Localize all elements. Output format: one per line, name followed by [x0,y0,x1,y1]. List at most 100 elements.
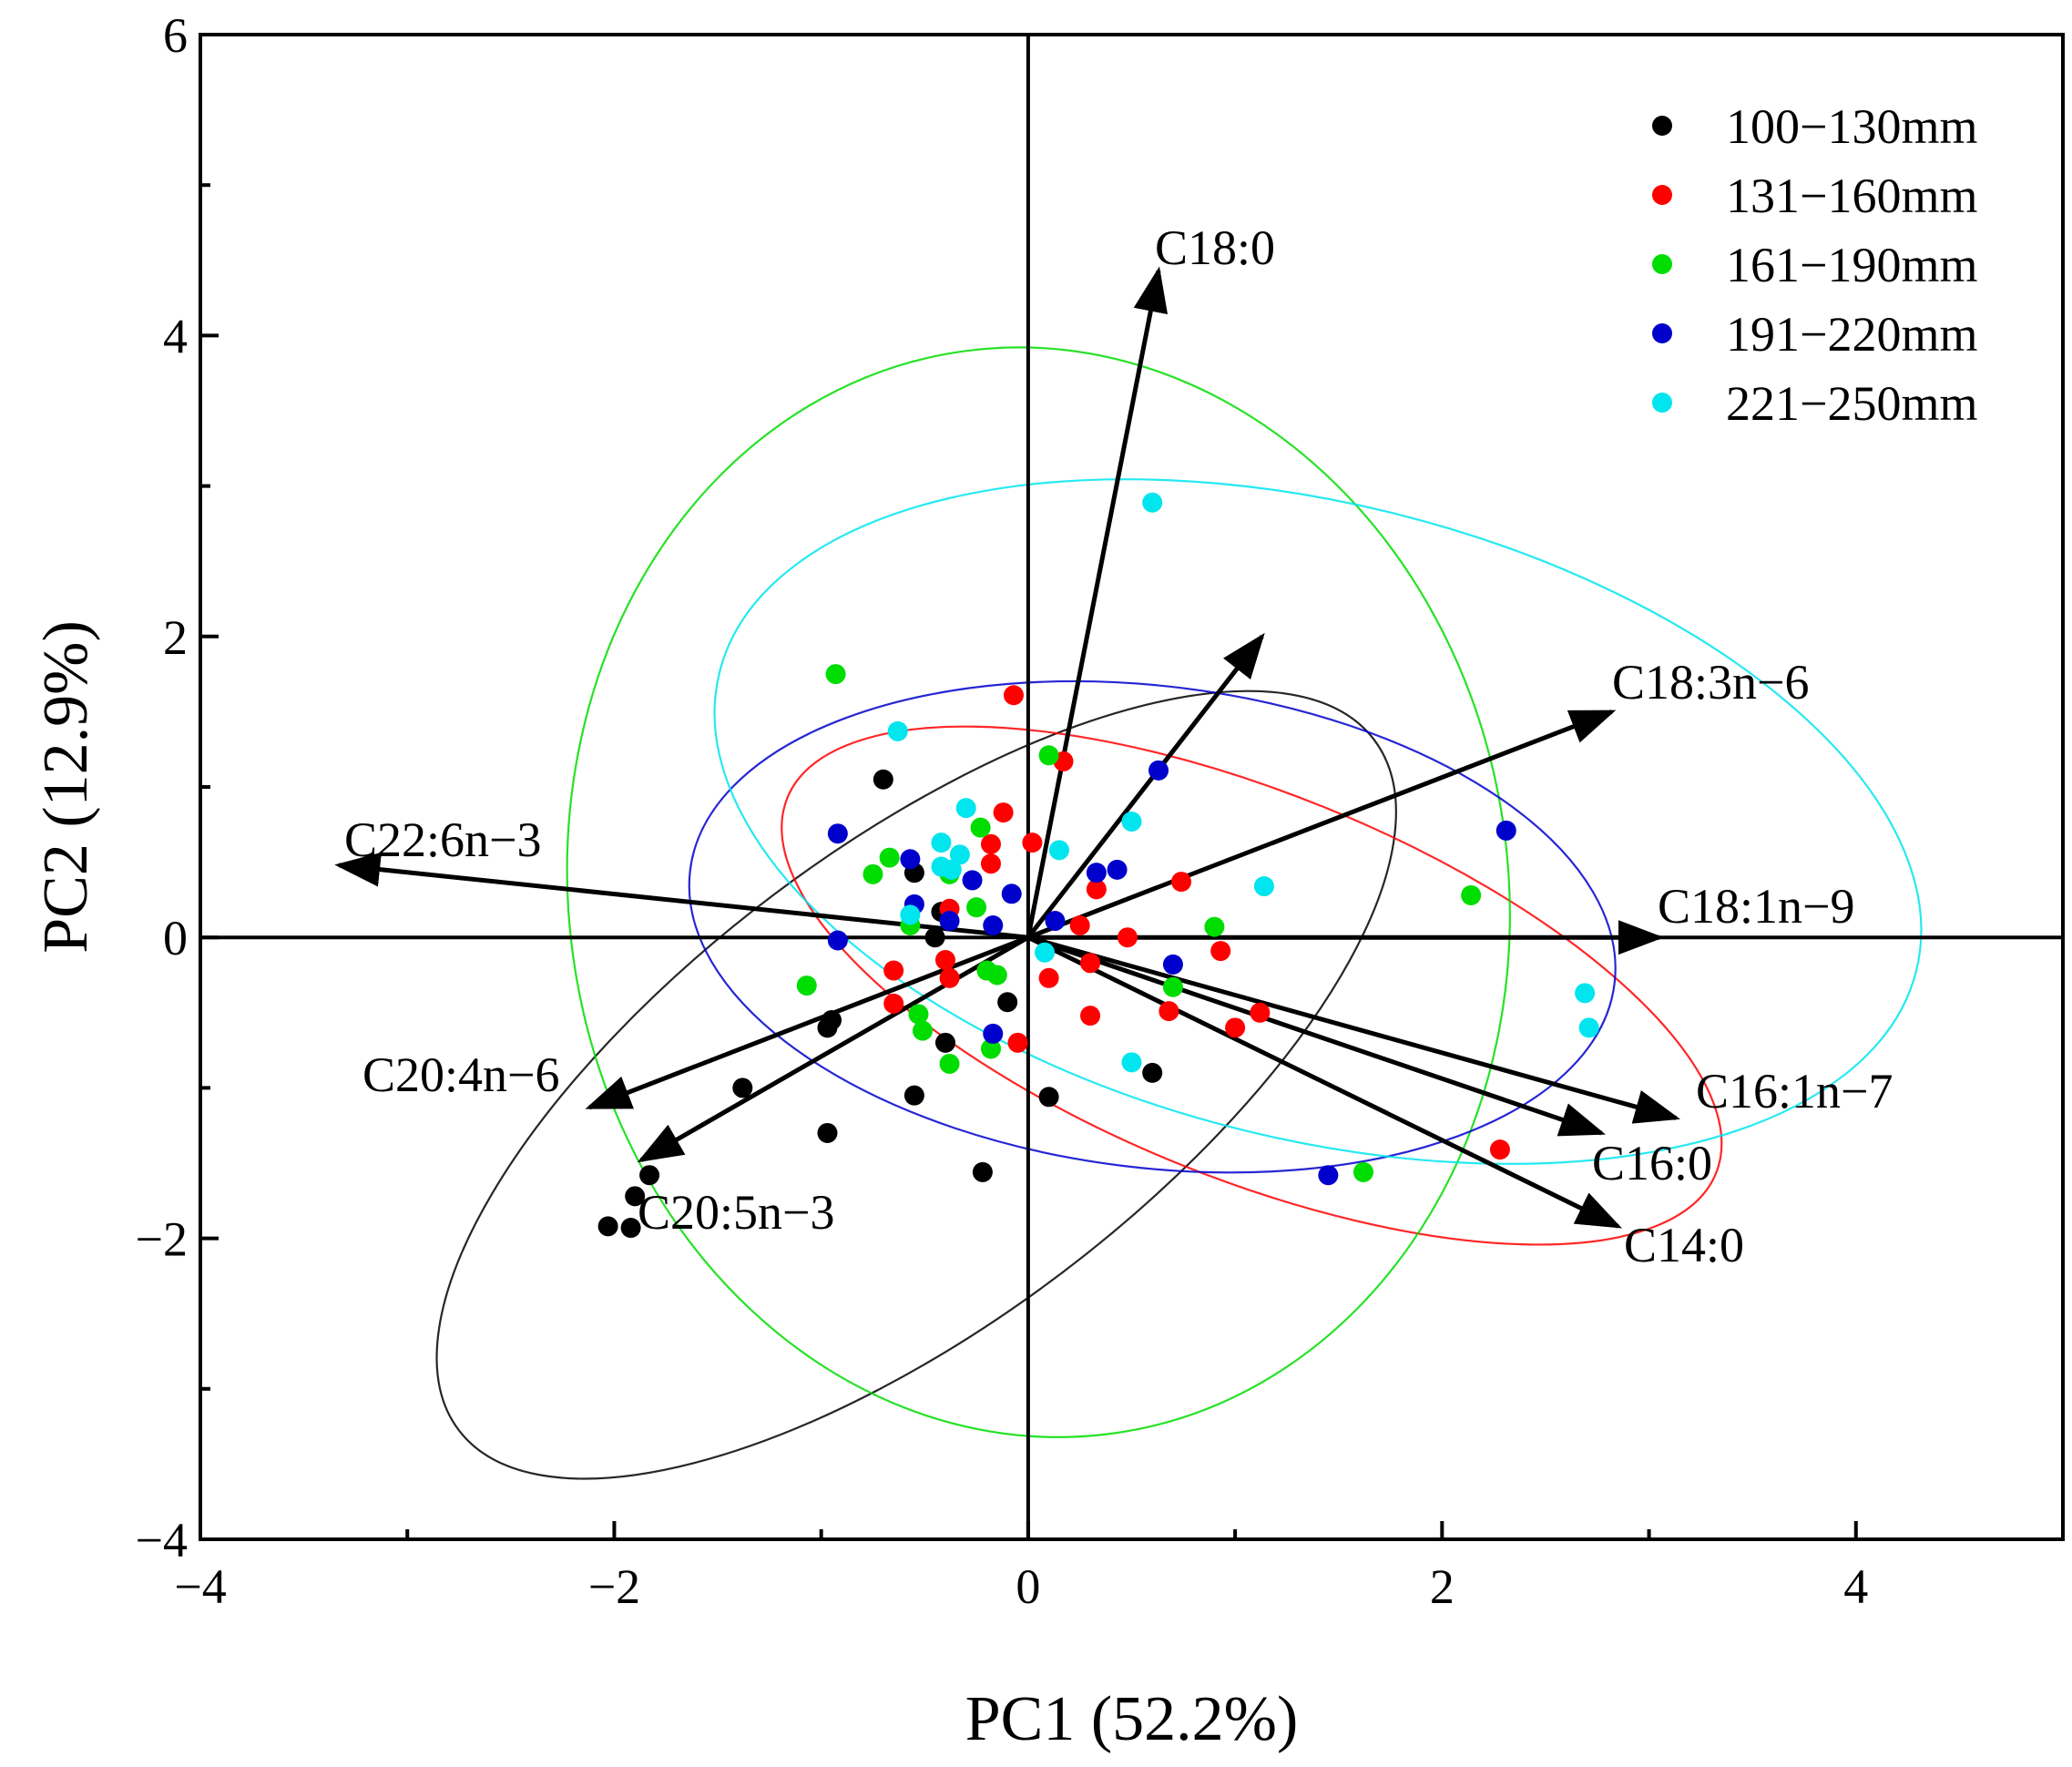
y-tick-label: −2 [136,1212,188,1267]
point-100-130mm [1038,1087,1059,1108]
point-161-190mm [1038,745,1059,766]
loading-label: C18:1n−9 [1658,879,1854,934]
loading-arrow-c20-5n-3 [637,935,1030,1163]
point-100-130mm [620,1218,641,1239]
legend-marker-191-220mm [1652,323,1672,343]
point-131-160mm [939,967,960,988]
loading-label: C20:4n−6 [362,1047,559,1102]
point-191-220mm [1162,954,1183,975]
point-131-160mm [980,833,1001,854]
point-191-220mm [983,914,1004,935]
loading-arrow-c22-6n-3 [334,852,1029,940]
y-tick-label: −4 [136,1513,188,1568]
point-191-220mm [1318,1165,1339,1186]
point-191-220mm [1495,820,1516,841]
loading-label: C22:6n−3 [344,812,541,867]
y-tick-label: 4 [163,309,188,363]
point-131-160mm [1080,1006,1101,1026]
point-221-250mm [900,904,921,925]
legend-label-221-250mm: 221−250mm [1726,376,1977,431]
x-tick-label: −4 [174,1559,226,1614]
loading-label: C16:0 [1592,1136,1712,1190]
y-tick-label: 6 [163,8,188,63]
point-191-220mm [983,1023,1004,1044]
point-100-130mm [732,1078,753,1098]
point-161-190mm [970,817,991,838]
ellipse-100-130mm [435,689,1397,1480]
point-161-190mm [966,897,987,918]
point-161-190mm [986,965,1007,986]
loading-label: C20:5n−3 [638,1185,834,1240]
x-tick-label: 0 [1016,1559,1040,1614]
ellipse-131-160mm [781,725,1723,1246]
point-221-250mm [1142,492,1163,513]
point-191-220mm [827,930,848,951]
point-161-190mm [862,863,883,884]
point-100-130mm [1142,1062,1163,1083]
point-161-190mm [825,664,846,685]
loading-arrow-c14-0 [1026,935,1622,1229]
point-131-160mm [1171,872,1192,893]
loading-label: C18:3n−6 [1612,655,1809,710]
loading-arrow-c16-0 [1027,935,1607,1137]
legend-label-100-130mm: 100−130mm [1726,99,1977,154]
point-131-160mm [1489,1139,1510,1160]
x-axis-title: PC1 (52.2%) [965,1684,1299,1754]
point-191-220mm [1148,760,1169,781]
loading-arrow-c20-4n-6 [585,935,1029,1110]
point-161-190mm [1352,1161,1373,1182]
point-221-250mm [887,720,908,741]
point-161-190mm [908,1004,929,1025]
point-100-130mm [639,1165,660,1186]
point-131-160mm [1038,967,1059,988]
point-100-130mm [972,1161,993,1182]
point-100-130mm [817,1122,838,1143]
x-tick-label: −2 [588,1559,640,1614]
point-100-130mm [903,1085,924,1106]
point-221-250mm [955,798,976,819]
point-161-190mm [1461,884,1482,905]
point-100-130mm [935,1032,955,1053]
point-131-160mm [883,993,904,1014]
point-131-160mm [1210,941,1231,962]
point-191-220mm [827,823,848,844]
legend-marker-100-130mm [1652,116,1672,136]
point-161-190mm [796,975,817,996]
point-161-190mm [1162,976,1183,997]
y-tick-label: 0 [163,911,188,965]
point-131-160mm [1003,685,1024,706]
point-161-190mm [980,1038,1001,1059]
loading-label: C16:1n−7 [1696,1064,1893,1118]
x-tick-label: 2 [1430,1559,1454,1614]
loading-label: C18:0 [1155,220,1275,275]
legend-marker-131-160mm [1652,185,1672,205]
legend-label-161-190mm: 161−190mm [1726,238,1977,292]
point-191-220mm [1045,911,1066,932]
point-191-220mm [1107,859,1128,880]
point-221-250mm [1578,1017,1599,1038]
point-131-160mm [883,960,904,981]
point-221-250mm [1035,942,1056,963]
loading-vectors: C18:0 C18:3n−6 C22:6n−3 C18:1n−9 C16:1n−7 C16… [334,220,1893,1272]
point-100-130mm [997,992,1018,1013]
point-131-160mm [1225,1017,1246,1038]
y-tick-label: 2 [163,610,188,665]
point-131-160mm [1007,1032,1028,1053]
point-191-220mm [1001,884,1022,904]
loading-arrow-c18-3n-6 [1026,710,1617,940]
point-161-190mm [879,847,900,868]
point-221-250mm [941,859,962,880]
loading-arrow-unlabeled-1 [1026,632,1265,939]
point-131-160mm [1158,1001,1179,1022]
axis-ticks: −4 −2 0 2 4 −4 −2 0 2 4 6 [136,8,1869,1614]
point-221-250mm [1575,983,1596,1004]
legend-marker-161-190mm [1652,254,1672,274]
point-131-160mm [993,802,1014,823]
legend-label-191-220mm: 191−220mm [1726,307,1977,362]
point-191-220mm [900,849,921,870]
ellipse-191-220mm [688,679,1617,1174]
point-221-250mm [1121,1052,1142,1073]
legend-label-131-160mm: 131−160mm [1726,169,1977,223]
point-131-160mm [935,949,955,970]
point-131-160mm [1080,953,1101,974]
